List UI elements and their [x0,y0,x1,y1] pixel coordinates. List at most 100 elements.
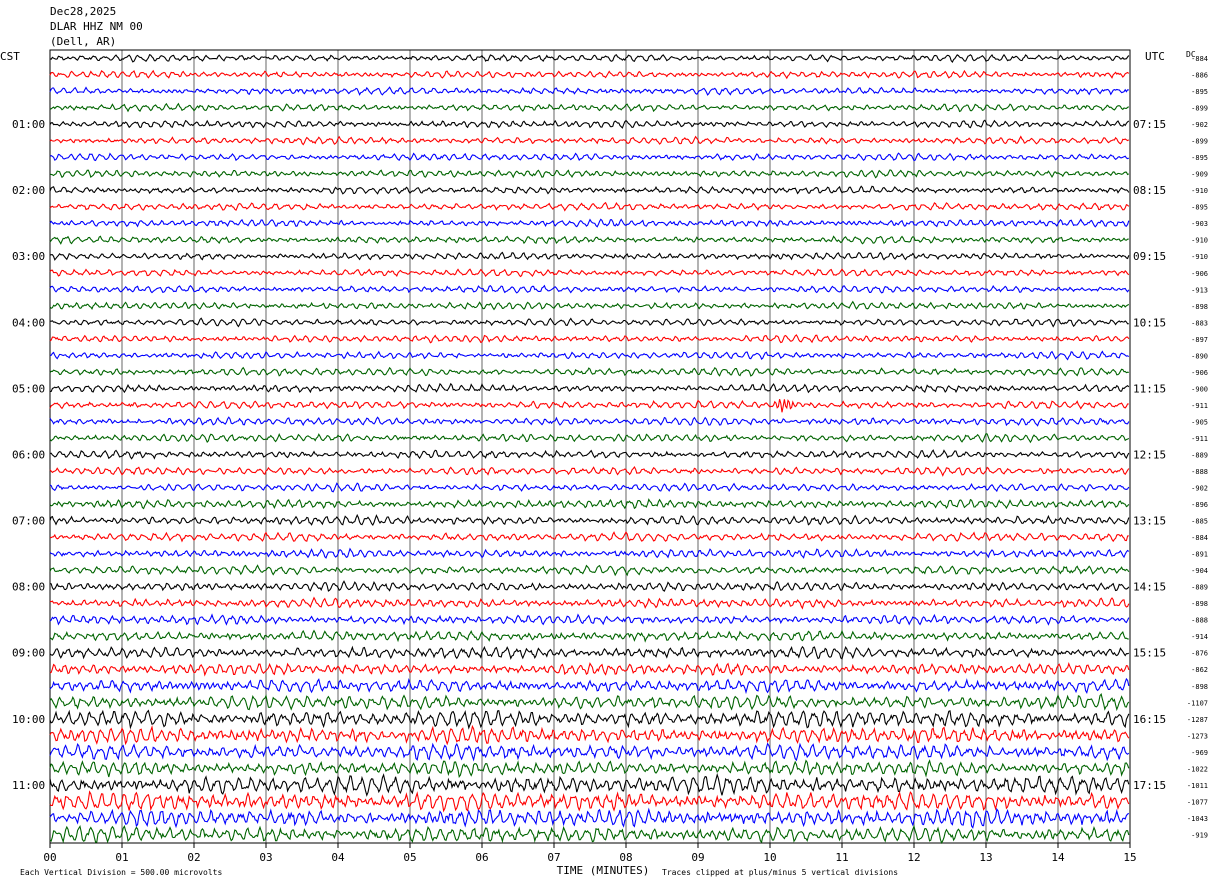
left-timezone-label: CST [0,50,20,63]
dc-offset-label: -1077 [1187,798,1208,806]
dc-offset-label: -911 [1191,402,1208,410]
dc-offset-label: -888 [1191,617,1208,625]
dc-offset-label: -903 [1191,220,1208,228]
seismic-trace [49,102,1130,113]
right-hour-label: 12:15 [1133,448,1166,461]
seismic-trace [49,317,1129,328]
x-tick-label: 10 [763,851,776,864]
seismic-trace [49,218,1130,228]
right-hour-label: 10:15 [1133,316,1166,329]
left-hour-label: 05:00 [12,382,45,395]
dc-offset-label: -1011 [1187,782,1208,790]
dc-offset-label: -913 [1191,286,1208,294]
left-hour-label: 11:00 [12,779,45,792]
dc-offset-label: -898 [1191,600,1208,608]
seismic-trace [49,300,1130,311]
plot-frame [49,49,1131,844]
x-tick-label: 11 [835,851,848,864]
dc-offset-label: -883 [1191,319,1208,327]
right-hour-label: 11:15 [1133,382,1166,395]
x-tick-label: 09 [691,851,704,864]
x-tick-label: 13 [979,851,992,864]
seismic-trace [49,235,1129,245]
seismic-trace [49,350,1130,361]
seismic-trace [49,201,1130,212]
scale-note: Each Vertical Division = 500.00 microvol… [20,868,222,877]
seismic-trace [49,482,1130,493]
x-tick-label: 12 [907,851,920,864]
dc-offset-label: -910 [1191,187,1208,195]
seismic-trace [49,677,1130,695]
dc-offset-label: -895 [1191,88,1208,96]
dc-offset-label: -862 [1191,666,1208,674]
left-hour-label: 08:00 [12,581,45,594]
x-tick-label: 05 [403,851,416,864]
dc-offset-label: -906 [1191,369,1208,377]
left-hour-label: 06:00 [12,448,45,461]
left-hour-label: 09:00 [12,647,45,660]
dc-offset-label: -890 [1191,352,1208,360]
station-label: DLAR HHZ NM 00 [50,20,143,33]
dc-offset-label: -1022 [1187,765,1208,773]
right-hour-label: 14:15 [1133,581,1166,594]
seismic-trace [49,661,1130,677]
seismic-trace [49,531,1129,543]
x-axis-label: TIME (MINUTES) [557,864,650,877]
dc-offset-label: -900 [1191,385,1208,393]
dc-offset-label: -876 [1191,650,1208,658]
seismic-trace [49,824,1130,845]
seismic-trace [49,416,1130,427]
dc-offset-label: -906 [1191,270,1208,278]
seismic-trace [49,449,1130,460]
seismic-trace [49,366,1129,377]
seismic-trace [49,465,1130,477]
seismic-trace [49,334,1130,344]
dc-offset-label: -911 [1191,435,1208,443]
dc-offset-label: -895 [1191,204,1208,212]
seismic-trace [49,790,1130,813]
seismic-trace [49,613,1130,626]
seismic-trace [49,268,1130,278]
dc-offset-label: -1043 [1187,815,1208,823]
seismic-trace [50,382,1130,394]
seismic-trace [49,69,1130,80]
seismic-trace [49,759,1130,779]
seismic-trace [49,498,1130,510]
left-hour-label: 07:00 [12,515,45,528]
x-tick-label: 04 [331,851,345,864]
seismic-trace [49,399,1129,413]
left-hour-label: 01:00 [12,118,45,131]
seismic-trace [49,547,1130,559]
x-tick-label: 00 [43,851,56,864]
right-hour-label: 15:15 [1133,647,1166,660]
dc-offset-label: -898 [1191,303,1208,311]
dc-offset-label: -902 [1191,121,1208,129]
seismic-trace [49,119,1130,129]
seismic-trace [49,251,1130,261]
dc-offset-label: -895 [1191,154,1208,162]
dc-offset-label: -1107 [1187,699,1208,707]
right-hour-label: 09:15 [1133,250,1166,263]
dc-offset-label: -889 [1191,584,1208,592]
seismic-trace [49,53,1130,63]
right-hour-label: 08:15 [1133,184,1166,197]
dc-offset-label: -910 [1191,253,1208,261]
seismic-trace [49,432,1130,444]
dc-offset-label: -904 [1191,567,1208,575]
x-tick-label: 14 [1051,851,1065,864]
dc-offset-label: -1287 [1187,716,1208,724]
seismic-trace [49,169,1130,179]
x-tick-label: 07 [547,851,560,864]
right-hour-label: 16:15 [1133,713,1166,726]
dc-offset-label: -889 [1191,451,1208,459]
location-label: (Dell, AR) [50,35,116,48]
seismic-trace [49,645,1129,660]
dc-offset-label: -919 [1191,831,1208,839]
seismic-trace [49,580,1130,592]
dc-offset-label: -885 [1191,518,1208,526]
x-tick-label: 03 [259,851,272,864]
right-timezone-label: UTC [1145,50,1165,63]
dc-offset-label: -905 [1191,418,1208,426]
seismic-trace [49,596,1130,610]
